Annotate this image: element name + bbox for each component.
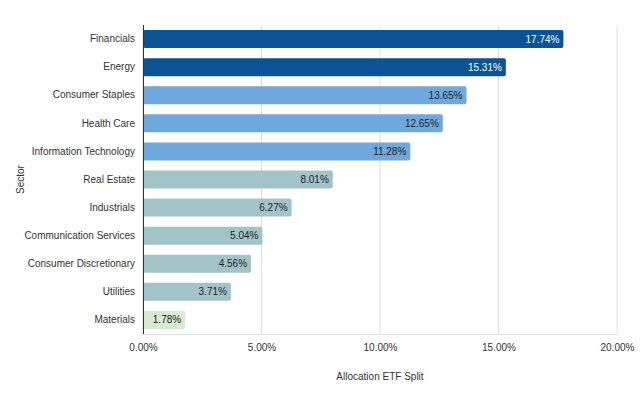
data-label: 4.56%: [219, 258, 247, 269]
y-tick-label: Utilities: [103, 286, 135, 297]
y-axis-title: Sector: [15, 164, 26, 194]
data-labels: 17.74% 15.31% 13.65% 12.65% 11.28% 8.01% 6.27%…: [153, 34, 560, 326]
y-axis-line: [143, 25, 144, 334]
y-tick-label: Energy: [103, 61, 135, 72]
bar: [143, 311, 185, 329]
plot: 0.00% 5.00% 10.00% 15.00% 20.00% Financials En…: [24, 25, 634, 353]
x-tick: 5.00%: [248, 334, 276, 353]
x-tick-label: 15.00%: [482, 342, 516, 353]
x-axis-title: Allocation ETF Split: [336, 371, 423, 382]
y-tick: Consumer Staples: [53, 89, 143, 100]
bar: [143, 86, 467, 104]
data-label: 1.78%: [153, 314, 181, 325]
x-tick-label: 20.00%: [601, 342, 635, 353]
bar: [143, 283, 231, 301]
data-label: 12.65%: [405, 118, 439, 129]
x-tick: 10.00%: [364, 334, 398, 353]
y-tick-label: Materials: [94, 314, 135, 325]
y-tick: Energy: [103, 61, 143, 72]
y-tick-label: Health Care: [82, 118, 136, 129]
y-tick: Consumer Discretionary: [28, 258, 143, 269]
bar: [143, 114, 443, 132]
grid: [143, 25, 617, 334]
y-axis: Financials Energy Consumer Staples Health C…: [24, 25, 143, 334]
y-tick: Industrials: [89, 202, 143, 213]
bar: [143, 30, 563, 48]
data-label: 8.01%: [300, 174, 328, 185]
y-tick-label: Consumer Staples: [53, 89, 135, 100]
y-tick-label: Communication Services: [24, 230, 135, 241]
x-tick-label: 5.00%: [248, 342, 276, 353]
grid-line: [143, 25, 144, 334]
chart: 0.00% 5.00% 10.00% 15.00% 20.00% Financials En…: [0, 0, 640, 396]
bar: [143, 171, 333, 189]
y-tick: Information Technology: [32, 146, 143, 157]
data-label: 3.71%: [199, 286, 227, 297]
data-label: 13.65%: [429, 90, 463, 101]
data-label: 17.74%: [526, 34, 560, 45]
y-tick: Materials: [94, 314, 143, 325]
x-axis-line: [144, 334, 618, 335]
y-tick-label: Consumer Discretionary: [28, 258, 135, 269]
y-tick: Financials: [90, 33, 143, 44]
x-tick: 0.00%: [129, 334, 157, 353]
y-tick-label: Industrials: [89, 202, 135, 213]
bar: [143, 255, 251, 273]
y-tick: Utilities: [103, 286, 143, 297]
y-tick: Real Estate: [83, 174, 143, 185]
bar: [143, 58, 506, 76]
data-label: 15.31%: [468, 62, 502, 73]
x-tick-label: 0.00%: [129, 342, 157, 353]
y-tick-label: Information Technology: [32, 146, 135, 157]
x-tick-label: 10.00%: [364, 342, 398, 353]
bars: [143, 30, 563, 329]
x-tick: 20.00%: [601, 334, 635, 353]
x-axis: 0.00% 5.00% 10.00% 15.00% 20.00%: [129, 334, 634, 353]
y-tick-label: Real Estate: [83, 174, 135, 185]
bar: [143, 227, 262, 245]
bar: [143, 199, 292, 217]
data-label: 11.28%: [373, 146, 406, 157]
data-label: 6.27%: [259, 202, 287, 213]
y-tick-label: Financials: [90, 33, 135, 44]
x-tick: 15.00%: [482, 334, 516, 353]
y-tick: Communication Services: [24, 230, 143, 241]
grid-line: [617, 25, 618, 334]
data-label: 5.04%: [230, 230, 258, 241]
y-tick: Health Care: [82, 118, 143, 129]
bar: [143, 142, 410, 160]
